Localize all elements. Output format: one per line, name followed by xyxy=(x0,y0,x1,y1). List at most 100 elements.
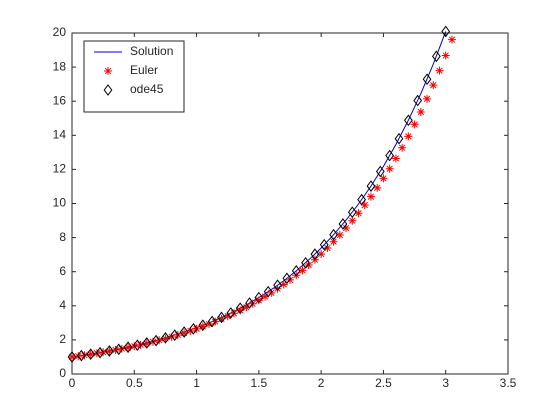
axes-box xyxy=(71,32,509,375)
ode45-point xyxy=(142,337,152,349)
y-tick-label: 16 xyxy=(53,93,67,107)
ode45-point xyxy=(170,329,180,341)
y-tick-label: 4 xyxy=(59,298,66,312)
ode45-point xyxy=(403,114,413,127)
euler-point xyxy=(404,132,413,141)
ode45-point xyxy=(86,348,96,361)
y-tick-label: 6 xyxy=(59,264,66,278)
ode45-point xyxy=(413,94,423,107)
euler-point xyxy=(416,107,425,116)
ode45-point xyxy=(431,50,441,63)
euler-point xyxy=(198,322,207,331)
euler-point xyxy=(223,312,232,321)
euler-point xyxy=(398,143,407,152)
euler-point xyxy=(329,237,338,246)
euler-point xyxy=(379,174,388,183)
x-tick-label: 2 xyxy=(318,376,325,390)
y-tick-label: 0 xyxy=(59,366,66,380)
euler-point xyxy=(217,314,226,323)
y-tick-label: 2 xyxy=(59,332,66,346)
euler-point xyxy=(124,343,133,352)
y-tick-label: 12 xyxy=(53,162,67,176)
ode45-point xyxy=(301,257,310,269)
euler-point xyxy=(360,201,369,210)
euler-point xyxy=(441,51,450,60)
ode45-point xyxy=(95,346,105,359)
euler-point xyxy=(366,192,375,201)
ode45-point xyxy=(217,311,226,324)
euler-point xyxy=(304,261,313,270)
y-tick-label: 18 xyxy=(53,59,67,73)
ode45-point xyxy=(104,345,114,357)
legend-label: ode45 xyxy=(130,82,164,96)
ode45-point xyxy=(254,291,264,304)
euler-point xyxy=(161,334,170,343)
ode45-point xyxy=(375,165,385,178)
ode45-point xyxy=(291,265,301,277)
ode45-point xyxy=(263,285,273,298)
ode45-point xyxy=(179,326,189,338)
euler-point xyxy=(354,209,363,218)
euler-point xyxy=(323,244,332,253)
ode45-point xyxy=(319,238,329,251)
euler-point xyxy=(105,347,114,356)
ode45-point xyxy=(161,332,170,344)
ode45-point xyxy=(422,73,432,86)
euler-point xyxy=(435,66,444,75)
euler-point xyxy=(68,352,76,361)
x-tick-label: 1 xyxy=(193,376,200,390)
ode45-point xyxy=(198,319,208,332)
ode45-point xyxy=(103,84,113,96)
x-tick-label: 0.5 xyxy=(126,376,143,390)
euler-point xyxy=(261,292,270,301)
euler-point xyxy=(186,326,195,335)
y-tick-label: 20 xyxy=(53,25,67,39)
ode45-point xyxy=(273,279,282,292)
ode45-point xyxy=(357,193,367,206)
euler-point xyxy=(447,35,456,44)
ode45-point xyxy=(133,339,142,352)
legend-box xyxy=(83,40,185,113)
ode45-point xyxy=(151,334,161,347)
ode45-point xyxy=(338,218,348,230)
ode45-point xyxy=(245,297,254,309)
legend-label: Solution xyxy=(130,44,173,58)
euler-point xyxy=(142,339,151,348)
ode45-point xyxy=(329,228,338,241)
ode45-point xyxy=(114,343,124,356)
y-tick-label: 8 xyxy=(59,230,66,244)
euler-point xyxy=(391,154,400,163)
euler-point xyxy=(429,81,438,90)
euler-point xyxy=(180,328,189,337)
ode45-point xyxy=(207,315,217,328)
y-tick-label: 14 xyxy=(53,127,67,141)
ode45-point xyxy=(76,349,86,362)
euler-point xyxy=(410,120,419,129)
ode45-point xyxy=(366,180,376,192)
ode45-point xyxy=(394,132,404,145)
euler-point xyxy=(348,216,357,225)
euler-point xyxy=(86,350,95,359)
euler-point xyxy=(317,249,326,258)
euler-point xyxy=(373,183,382,192)
x-tick-label: 3 xyxy=(442,376,449,390)
euler-point xyxy=(104,67,112,75)
euler-point xyxy=(423,94,432,103)
euler-point xyxy=(205,320,214,329)
euler-point xyxy=(167,332,176,341)
euler-point xyxy=(279,280,288,289)
x-tick-label: 1.5 xyxy=(251,376,268,390)
ode45-point xyxy=(226,307,236,319)
euler-point xyxy=(192,324,201,333)
ode45-point xyxy=(347,206,357,219)
ode45-point xyxy=(67,351,77,363)
x-tick-label: 2.5 xyxy=(375,376,392,390)
ode45-point xyxy=(441,25,451,38)
legend-label: Euler xyxy=(130,63,158,77)
x-tick-label: 3.5 xyxy=(500,376,517,390)
ode45-point xyxy=(123,341,133,354)
euler-point xyxy=(273,284,282,293)
euler-point xyxy=(342,224,351,233)
ode45-point xyxy=(385,149,395,162)
